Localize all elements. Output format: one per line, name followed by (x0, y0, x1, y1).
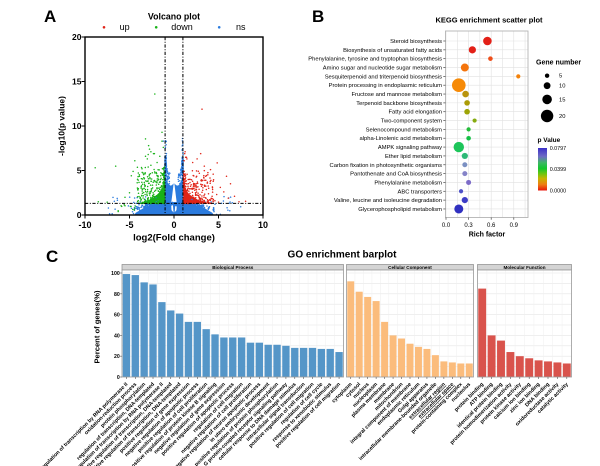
svg-text:Cellular Component: Cellular Component (388, 265, 432, 270)
svg-text:C: C (46, 247, 58, 266)
svg-text:Percent of genes(%): Percent of genes(%) (93, 290, 102, 363)
svg-text:p Value: p Value (538, 137, 561, 144)
svg-text:Steroid biosynthesis: Steroid biosynthesis (390, 39, 442, 45)
svg-text:5: 5 (216, 220, 221, 230)
svg-text:20: 20 (559, 114, 565, 120)
svg-text:Valine, leucine and isoleucine: Valine, leucine and isoleucine degradati… (334, 198, 442, 204)
svg-text:down: down (171, 22, 193, 32)
svg-text:60: 60 (114, 313, 120, 319)
svg-text:100: 100 (111, 271, 120, 277)
svg-text:Carbon fixation in photosynthe: Carbon fixation in photosynthetic organi… (330, 163, 443, 169)
svg-text:Protein processing in endoplas: Protein processing in endoplasmic reticu… (329, 83, 443, 89)
svg-text:KEGG enrichment scatter plot: KEGG enrichment scatter plot (435, 16, 543, 25)
svg-text:Fatty acid elongation: Fatty acid elongation (389, 110, 443, 116)
svg-text:80: 80 (114, 292, 120, 298)
svg-text:0.9: 0.9 (510, 223, 519, 229)
svg-text:GO enrichment barplot: GO enrichment barplot (288, 250, 398, 261)
svg-text:40: 40 (114, 333, 120, 339)
svg-text:Fructose and mannose metabolis: Fructose and mannose metabolism (351, 92, 442, 98)
svg-text:10: 10 (72, 121, 82, 131)
svg-text:ABC transporters: ABC transporters (398, 189, 443, 195)
svg-text:Two-component system: Two-component system (381, 119, 442, 125)
svg-text:-log10(p value): -log10(p value) (57, 96, 67, 156)
svg-text:15: 15 (72, 77, 82, 87)
svg-text:0.0797: 0.0797 (550, 146, 567, 152)
svg-text:0: 0 (171, 220, 176, 230)
svg-text:Volcano plot: Volcano plot (148, 12, 200, 22)
svg-text:Pantothenate and CoA biosynthe: Pantothenate and CoA biosynthesis (350, 172, 442, 178)
svg-text:Rich factor: Rich factor (469, 232, 506, 239)
svg-text:Phenylalanine metabolism: Phenylalanine metabolism (374, 180, 442, 186)
svg-text:0: 0 (117, 375, 120, 381)
svg-text:AMPK signaling pathway: AMPK signaling pathway (378, 145, 442, 151)
svg-text:20: 20 (72, 32, 82, 42)
svg-text:-10: -10 (78, 220, 91, 230)
svg-text:5: 5 (559, 74, 562, 80)
svg-text:Glycerophospholipid metabolism: Glycerophospholipid metabolism (358, 207, 442, 213)
svg-text:Phenylalanine, tyrosine and tr: Phenylalanine, tyrosine and tryptophan b… (308, 57, 442, 63)
svg-text:20: 20 (114, 354, 120, 360)
svg-text:0.0: 0.0 (442, 223, 451, 229)
svg-text:10: 10 (559, 84, 565, 90)
svg-text:15: 15 (559, 97, 565, 103)
svg-text:ns: ns (236, 22, 246, 32)
svg-text:0.0000: 0.0000 (550, 189, 567, 195)
svg-text:Gene number: Gene number (536, 60, 581, 67)
svg-text:0.3: 0.3 (464, 223, 473, 229)
svg-text:up: up (120, 22, 130, 32)
svg-text:10: 10 (258, 220, 268, 230)
svg-text:log2(Fold change): log2(Fold change) (133, 233, 215, 244)
svg-text:-5: -5 (125, 220, 133, 230)
svg-text:B: B (312, 7, 324, 26)
svg-text:Biological Process: Biological Process (212, 265, 254, 270)
svg-text:Amino sugar and nucleotide sug: Amino sugar and nucleotide sugar metabol… (323, 66, 442, 72)
svg-text:5: 5 (77, 166, 82, 176)
svg-text:Molecular Function: Molecular Function (503, 265, 545, 270)
svg-text:Ether lipid metabolism: Ether lipid metabolism (385, 154, 442, 160)
svg-text:Terpenoid backbone biosynthesi: Terpenoid backbone biosynthesis (356, 101, 442, 107)
svg-text:Selenocompound metabolism: Selenocompound metabolism (366, 127, 443, 133)
svg-text:0.6: 0.6 (487, 223, 496, 229)
svg-text:Biosynthesis of unsaturated fa: Biosynthesis of unsaturated fatty acids (343, 48, 442, 54)
svg-text:Sesquiterpenoid and triterpeno: Sesquiterpenoid and triterpenoid biosynt… (325, 74, 442, 80)
svg-text:alpha-Linolenic acid metabolis: alpha-Linolenic acid metabolism (360, 136, 443, 142)
svg-text:0: 0 (77, 210, 82, 220)
svg-text:A: A (44, 7, 56, 26)
svg-text:0.0399: 0.0399 (550, 167, 567, 173)
